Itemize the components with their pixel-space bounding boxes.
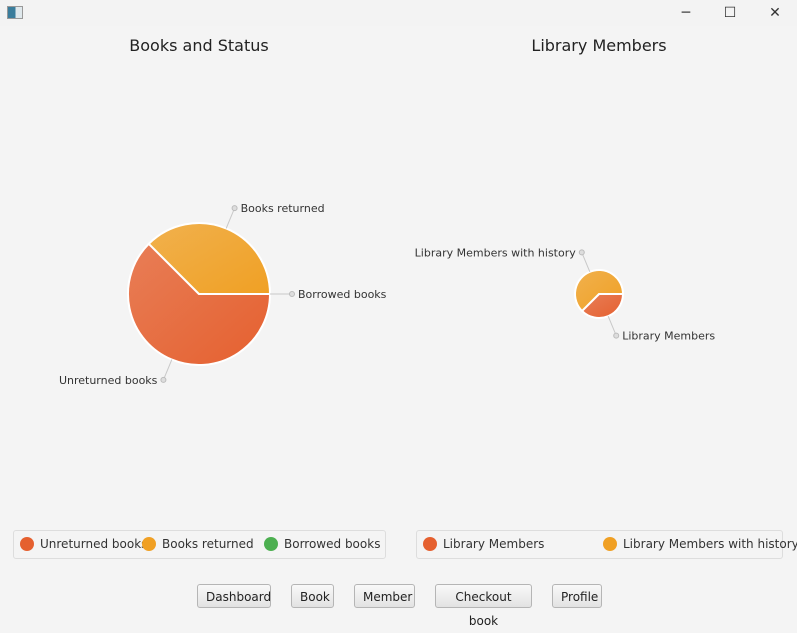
label-line [581, 252, 591, 273]
dashboard-button[interactable]: Dashboard [197, 584, 271, 608]
pie-label: Library Members with history [415, 246, 577, 259]
legend-item: Library Members with history [603, 537, 797, 551]
legend-dot [603, 537, 617, 551]
legend-dot [423, 537, 437, 551]
pie-slice[interactable] [574, 269, 625, 313]
chart-title-books: Books and Status [129, 36, 269, 55]
legend-item: Library Members [423, 537, 544, 551]
label-line [225, 207, 236, 229]
close-button[interactable]: ✕ [769, 5, 781, 21]
label-line [162, 359, 173, 381]
label-dot [160, 376, 167, 383]
legend-dot [142, 537, 156, 551]
minimize-button[interactable]: ─ [681, 5, 691, 21]
legend-dot [20, 537, 34, 551]
pie-label: Books returned [241, 202, 325, 215]
legend-label: Library Members with history [623, 537, 797, 551]
label-dot [231, 205, 238, 212]
title-bar: ─ ☐ ✕ [0, 0, 797, 26]
legend-books: Unreturned books Books returned Borrowed… [13, 530, 386, 559]
book-button[interactable]: Book [291, 584, 334, 608]
checkout-book-button[interactable]: Checkout book [435, 584, 532, 628]
legend-item: Borrowed books [264, 537, 380, 551]
legend-label: Library Members [443, 537, 545, 551]
profile-button[interactable]: Profile [552, 584, 602, 608]
legend-dot [264, 537, 278, 551]
label-dot [578, 249, 585, 256]
label-line [607, 315, 617, 336]
app-window-icon [7, 6, 23, 19]
legend-item: Unreturned books [20, 537, 147, 551]
chart-title-members: Library Members [531, 36, 667, 55]
member-button[interactable]: Member [354, 584, 415, 608]
label-dot [289, 291, 295, 297]
legend-label: Borrowed books [284, 537, 381, 551]
label-dot [613, 332, 620, 339]
legend-label: Unreturned books [40, 537, 148, 551]
legend-members: Library Members Library Members with his… [416, 530, 797, 559]
pie-label: Library Members [622, 330, 715, 343]
maximize-button[interactable]: ☐ [723, 5, 737, 21]
pie-label: Borrowed books [298, 288, 387, 301]
pie-slice[interactable] [127, 242, 272, 366]
pie-label: Unreturned books [59, 374, 158, 387]
legend-label: Books returned [162, 537, 254, 551]
legend-item: Books returned [142, 537, 254, 551]
